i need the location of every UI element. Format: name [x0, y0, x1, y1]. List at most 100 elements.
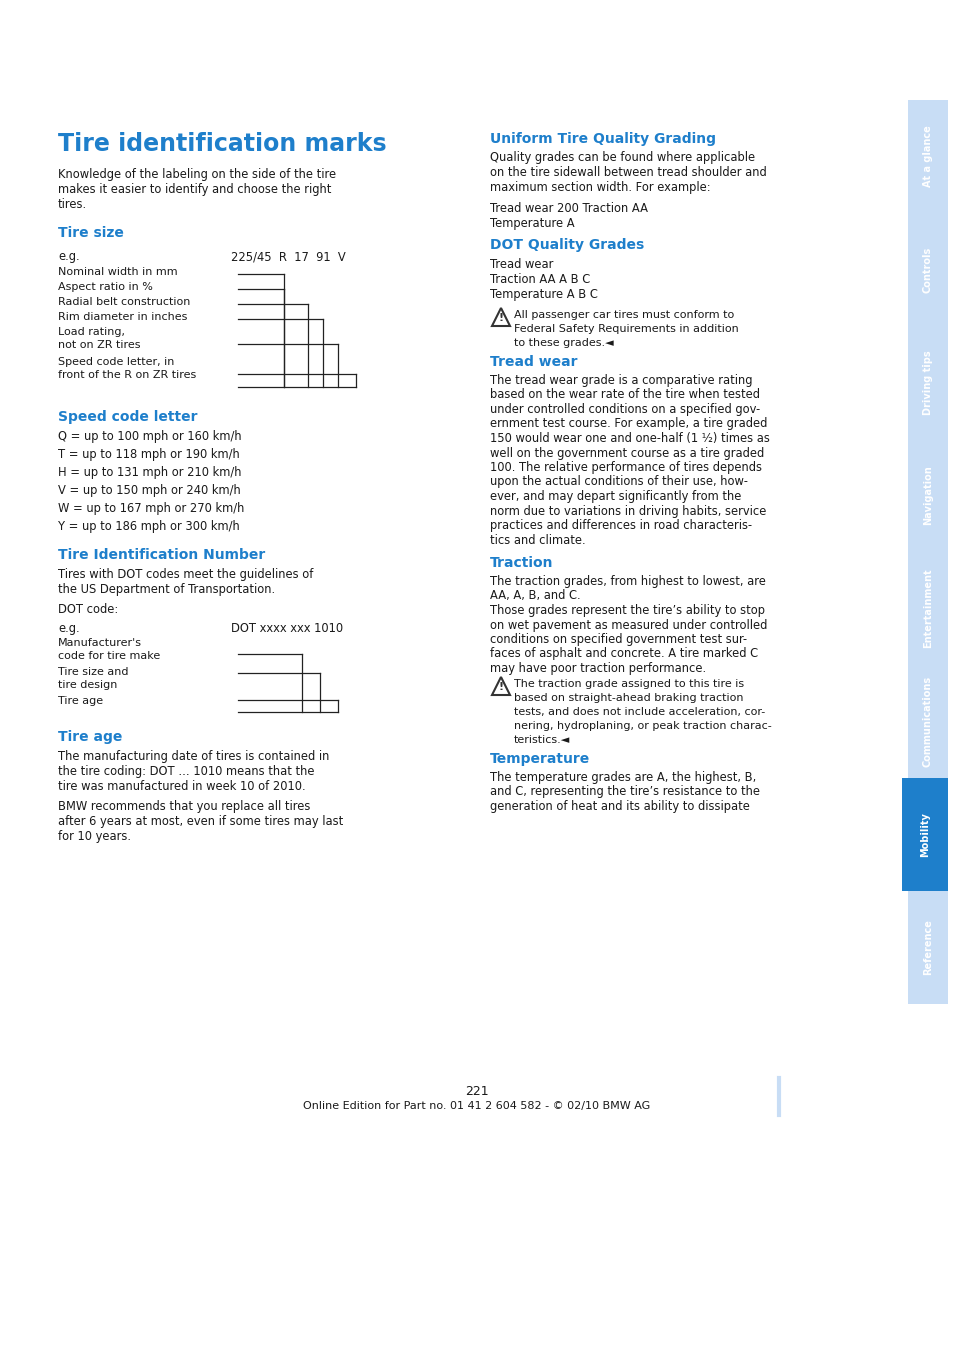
Text: Tire size and: Tire size and	[58, 667, 129, 676]
Text: the US Department of Transportation.: the US Department of Transportation.	[58, 583, 274, 595]
Text: Tread wear 200 Traction AA: Tread wear 200 Traction AA	[490, 202, 647, 215]
Text: Speed code letter: Speed code letter	[58, 410, 197, 424]
Text: and C, representing the tire’s resistance to the: and C, representing the tire’s resistanc…	[490, 786, 760, 798]
Text: Nominal width in mm: Nominal width in mm	[58, 267, 177, 277]
Text: Load rating,: Load rating,	[58, 327, 125, 338]
Text: Mobility: Mobility	[919, 813, 929, 857]
Text: norm due to variations in driving habits, service: norm due to variations in driving habits…	[490, 505, 765, 517]
Bar	[907, 439, 947, 552]
Text: Y = up to 186 mph or 300 km/h: Y = up to 186 mph or 300 km/h	[58, 520, 239, 533]
Text: on wet pavement as measured under controlled: on wet pavement as measured under contro…	[490, 618, 766, 632]
Text: not on ZR tires: not on ZR tires	[58, 340, 140, 350]
Text: Uniform Tire Quality Grading: Uniform Tire Quality Grading	[490, 132, 716, 146]
Text: on the tire sidewall between tread shoulder and: on the tire sidewall between tread shoul…	[490, 166, 766, 180]
Text: faces of asphalt and concrete. A tire marked C: faces of asphalt and concrete. A tire ma…	[490, 648, 758, 660]
Text: 100. The relative performance of tires depends: 100. The relative performance of tires d…	[490, 460, 761, 474]
Bar	[901, 778, 947, 891]
Text: tires.: tires.	[58, 198, 87, 211]
Text: e.g.: e.g.	[58, 250, 79, 263]
Polygon shape	[492, 676, 510, 695]
Text: under controlled conditions on a specified gov-: under controlled conditions on a specifi…	[490, 404, 760, 416]
Text: Traction AA A B C: Traction AA A B C	[490, 273, 590, 286]
Text: Controls: Controls	[923, 246, 932, 293]
Text: AA, A, B, and C.: AA, A, B, and C.	[490, 590, 580, 602]
Text: The traction grades, from highest to lowest, are: The traction grades, from highest to low…	[490, 575, 765, 589]
Text: V = up to 150 mph or 240 km/h: V = up to 150 mph or 240 km/h	[58, 485, 240, 497]
Text: The tread wear grade is a comparative rating: The tread wear grade is a comparative ra…	[490, 374, 752, 387]
Text: Tire identification marks: Tire identification marks	[58, 132, 386, 157]
Text: tics and climate.: tics and climate.	[490, 533, 585, 547]
Text: conditions on specified government test sur-: conditions on specified government test …	[490, 633, 746, 647]
Text: W = up to 167 mph or 270 km/h: W = up to 167 mph or 270 km/h	[58, 502, 244, 514]
Text: tire design: tire design	[58, 680, 117, 690]
Text: Reference: Reference	[923, 919, 932, 976]
Text: Tread wear: Tread wear	[490, 355, 577, 369]
Text: Online Edition for Part no. 01 41 2 604 582 - © 02/10 BMW AG: Online Edition for Part no. 01 41 2 604 …	[303, 1102, 650, 1111]
Text: Those grades represent the tire’s ability to stop: Those grades represent the tire’s abilit…	[490, 603, 764, 617]
Text: generation of heat and its ability to dissipate: generation of heat and its ability to di…	[490, 801, 749, 813]
Polygon shape	[492, 308, 510, 325]
Text: At a glance: At a glance	[923, 126, 932, 188]
Text: Tire age: Tire age	[58, 697, 103, 706]
Text: !: !	[497, 682, 503, 693]
Text: 225/45  R  17  91  V: 225/45 R 17 91 V	[231, 250, 345, 263]
Text: well on the government course as a tire graded: well on the government course as a tire …	[490, 447, 763, 459]
Text: 221: 221	[465, 1085, 488, 1098]
Bar	[907, 100, 947, 213]
Text: front of the R on ZR tires: front of the R on ZR tires	[58, 370, 196, 379]
Bar	[907, 666, 947, 778]
Text: practices and differences in road characteris-: practices and differences in road charac…	[490, 518, 751, 532]
Text: Temperature A B C: Temperature A B C	[490, 288, 598, 301]
Text: Aspect ratio in %: Aspect ratio in %	[58, 282, 152, 292]
Text: Driving tips: Driving tips	[923, 350, 932, 414]
Text: tests, and does not include acceleration, cor-: tests, and does not include acceleration…	[514, 707, 764, 717]
Text: the tire coding: DOT … 1010 means that the: the tire coding: DOT … 1010 means that t…	[58, 765, 314, 778]
Text: Tread wear: Tread wear	[490, 258, 553, 271]
Text: Temperature A: Temperature A	[490, 217, 574, 230]
Text: H = up to 131 mph or 210 km/h: H = up to 131 mph or 210 km/h	[58, 466, 241, 479]
Text: The traction grade assigned to this tire is: The traction grade assigned to this tire…	[514, 679, 743, 688]
Text: Traction: Traction	[490, 556, 553, 570]
Text: e.g.: e.g.	[58, 622, 79, 634]
Text: Tire size: Tire size	[58, 225, 124, 240]
Text: Tires with DOT codes meet the guidelines of: Tires with DOT codes meet the guidelines…	[58, 568, 313, 580]
Text: maximum section width. For example:: maximum section width. For example:	[490, 181, 710, 194]
Text: ernment test course. For example, a tire graded: ernment test course. For example, a tire…	[490, 417, 766, 431]
Text: nering, hydroplaning, or peak traction charac-: nering, hydroplaning, or peak traction c…	[514, 721, 771, 730]
Text: !: !	[497, 313, 503, 323]
Text: 150 would wear one and one-half (1 ½) times as: 150 would wear one and one-half (1 ½) ti…	[490, 432, 769, 446]
Text: makes it easier to identify and choose the right: makes it easier to identify and choose t…	[58, 184, 331, 196]
Text: teristics.◄: teristics.◄	[514, 734, 570, 745]
Text: upon the actual conditions of their use, how-: upon the actual conditions of their use,…	[490, 475, 747, 489]
Text: Communications: Communications	[923, 676, 932, 767]
Text: Navigation: Navigation	[923, 466, 932, 525]
Text: Tire Identification Number: Tire Identification Number	[58, 548, 265, 562]
Text: after 6 years at most, even if some tires may last: after 6 years at most, even if some tire…	[58, 815, 343, 828]
Text: Entertainment: Entertainment	[923, 568, 932, 648]
Text: T = up to 118 mph or 190 km/h: T = up to 118 mph or 190 km/h	[58, 448, 239, 460]
Bar	[907, 213, 947, 325]
Text: code for tire make: code for tire make	[58, 651, 160, 661]
Text: DOT xxxx xxx 1010: DOT xxxx xxx 1010	[231, 622, 343, 634]
Text: for 10 years.: for 10 years.	[58, 830, 131, 842]
Text: The temperature grades are A, the highest, B,: The temperature grades are A, the highes…	[490, 771, 756, 784]
Text: Rim diameter in inches: Rim diameter in inches	[58, 312, 187, 323]
Text: Q = up to 100 mph or 160 km/h: Q = up to 100 mph or 160 km/h	[58, 431, 241, 443]
Text: based on the wear rate of the tire when tested: based on the wear rate of the tire when …	[490, 389, 760, 401]
Text: All passenger car tires must conform to: All passenger car tires must conform to	[514, 310, 734, 320]
Text: Speed code letter, in: Speed code letter, in	[58, 356, 174, 367]
Text: Radial belt construction: Radial belt construction	[58, 297, 191, 306]
Text: may have poor traction performance.: may have poor traction performance.	[490, 662, 705, 675]
Text: Temperature: Temperature	[490, 752, 590, 765]
Text: ever, and may depart significantly from the: ever, and may depart significantly from …	[490, 490, 740, 504]
Text: based on straight-ahead braking traction: based on straight-ahead braking traction	[514, 693, 742, 703]
Text: Knowledge of the labeling on the side of the tire: Knowledge of the labeling on the side of…	[58, 167, 335, 181]
Text: Tire age: Tire age	[58, 730, 122, 744]
Text: BMW recommends that you replace all tires: BMW recommends that you replace all tire…	[58, 801, 310, 813]
Text: tire was manufactured in week 10 of 2010.: tire was manufactured in week 10 of 2010…	[58, 780, 305, 792]
Bar	[907, 325, 947, 439]
Text: Manufacturer's: Manufacturer's	[58, 639, 142, 648]
Text: DOT code:: DOT code:	[58, 603, 118, 616]
Bar	[907, 891, 947, 1004]
Bar	[907, 552, 947, 666]
